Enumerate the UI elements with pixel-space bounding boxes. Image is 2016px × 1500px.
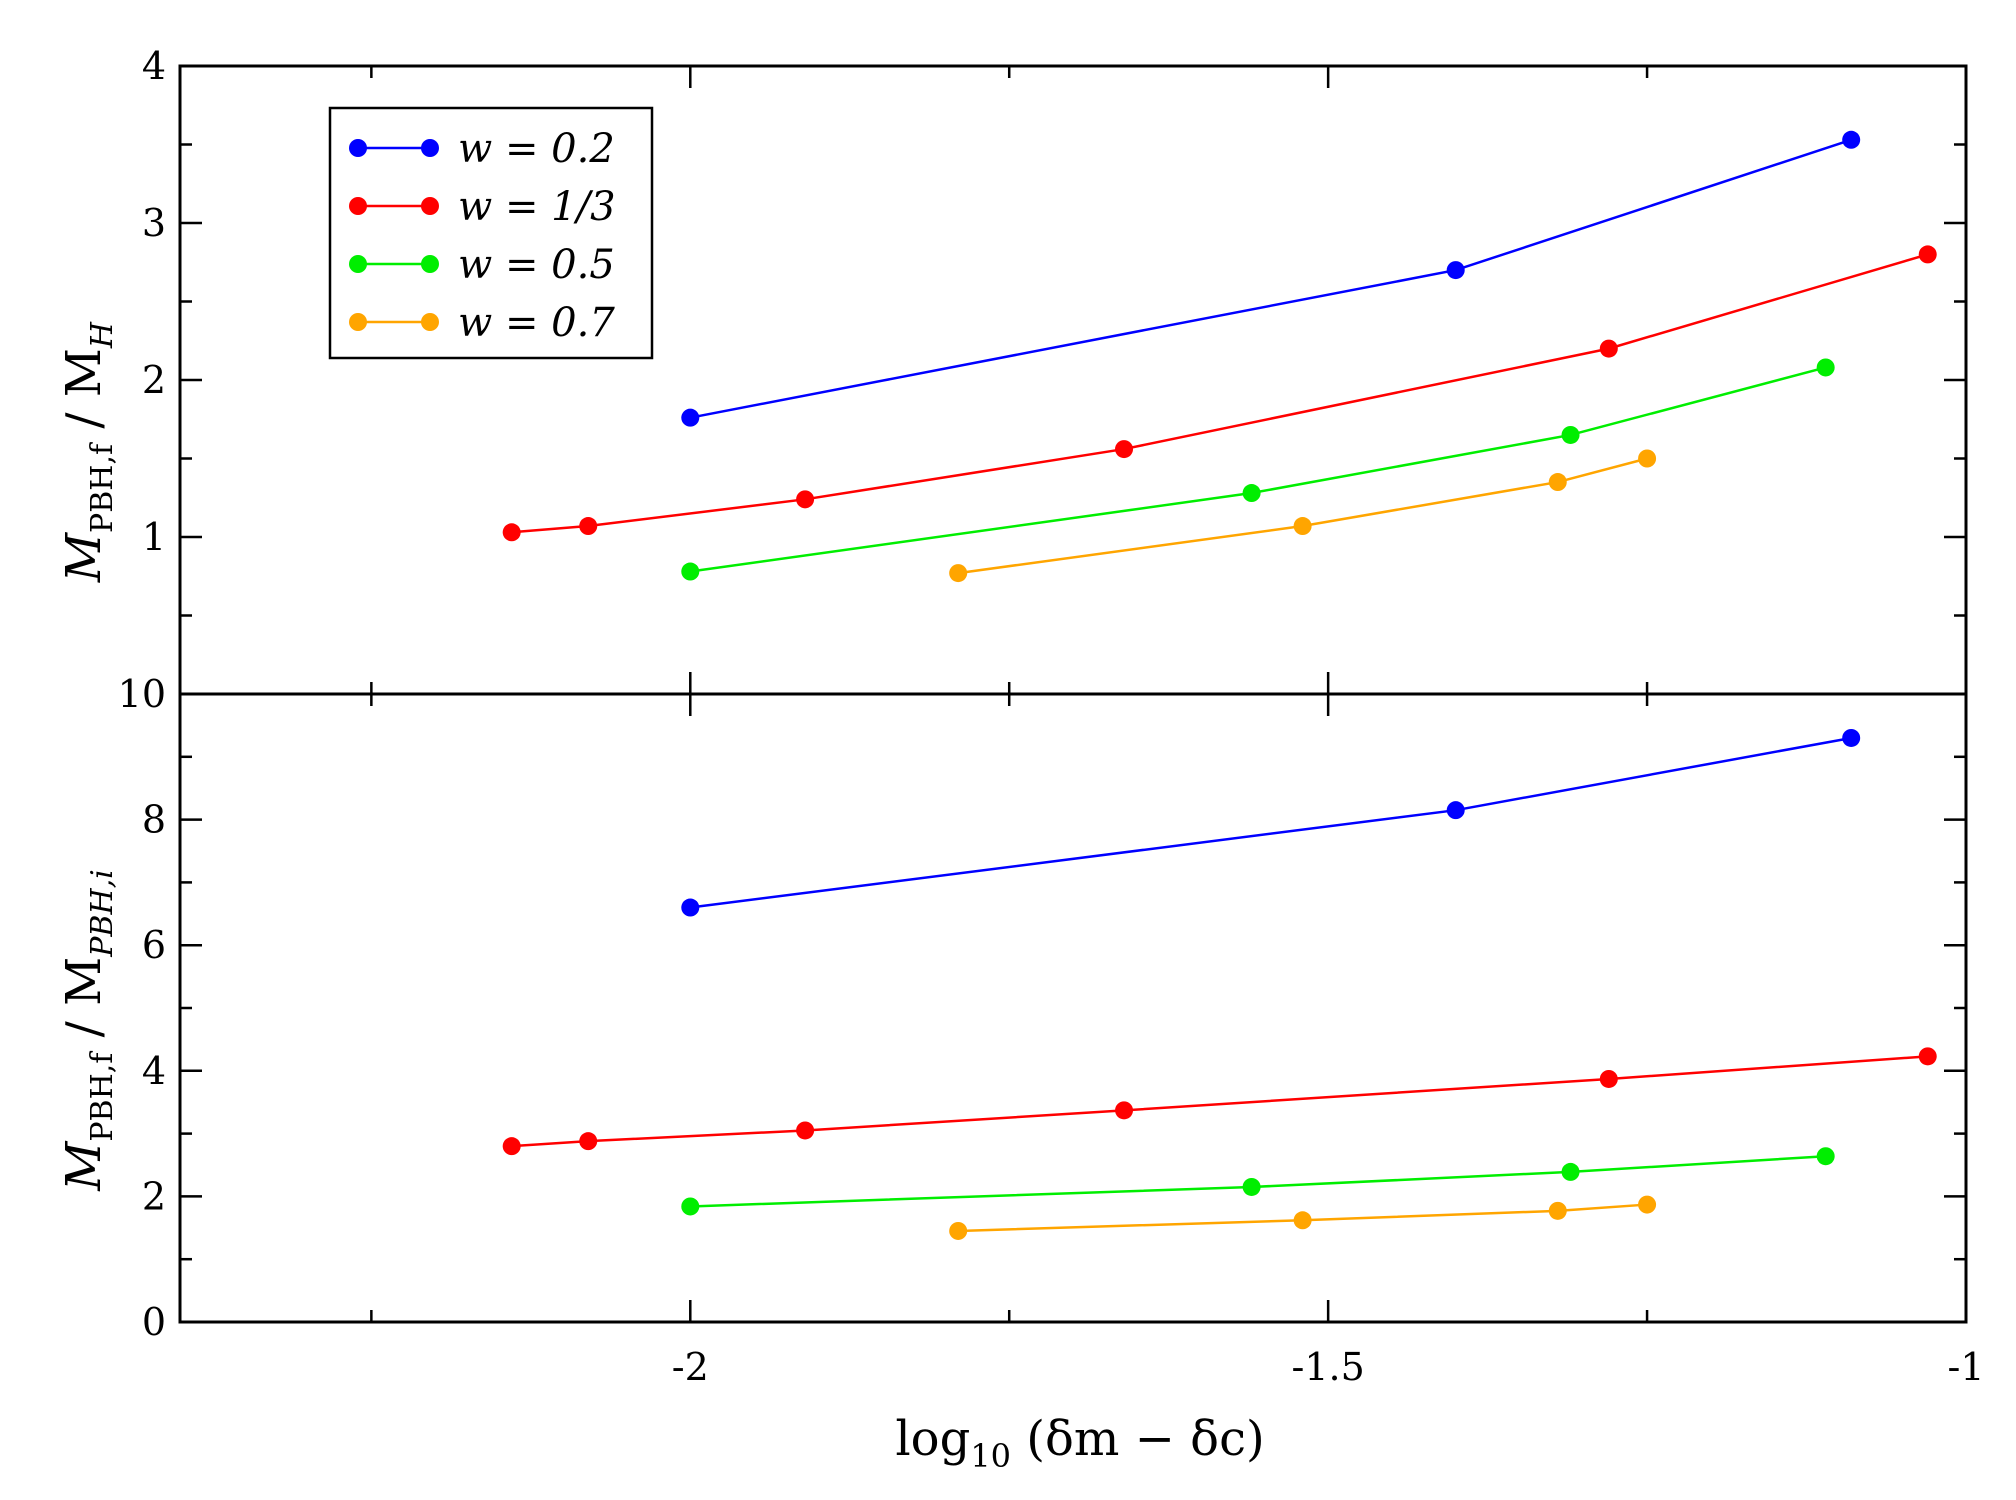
top-point-w-0-5 [1561,425,1580,444]
top-series-line-w-1-3 [511,253,1929,534]
top-point-w-1-3 [502,523,521,542]
x-tick-label: -1.5 [1292,1345,1365,1389]
bottom-point-w-1-3 [579,1132,598,1151]
top-point-w-0-5 [1242,484,1261,503]
top-point-w-1-3 [796,490,815,509]
bottom-series-line-w-1-3 [511,1055,1928,1148]
top-y-tick-label: 1 [142,515,166,559]
bottom-point-w-0-7 [949,1221,968,1240]
bottom-point-w-0-2 [681,898,700,917]
bottom-y-tick-label: 8 [142,798,166,842]
legend-box [328,106,654,360]
legend-marker [349,313,367,331]
bottom-point-w-0-7 [1293,1211,1312,1230]
top-point-w-1-3 [1918,245,1937,264]
top-point-w-1-3 [1599,339,1618,358]
top-y-tick-label: 4 [142,44,166,88]
bottom-point-w-1-3 [1599,1069,1618,1088]
bottom-point-w-1-3 [796,1121,815,1140]
bottom-point-w-0-2 [1842,728,1861,747]
legend-label: w = 0.5 [458,242,615,288]
legend-marker [349,255,367,273]
bottom-series-line-w-0-2 [690,736,1852,909]
bottom-y-tick-label: 6 [142,923,166,967]
bottom-y-tick-label: 2 [142,1174,166,1218]
legend-marker [421,255,439,273]
legend: w = 0.2 w = 1/3 w = 0.5 w = 0.7 [328,106,654,360]
bottom-point-w-1-3 [1115,1101,1134,1120]
top-series-line-w-0-5 [690,366,1826,573]
bottom-point-w-0-5 [1561,1162,1580,1181]
top-point-w-1-3 [1115,440,1134,459]
top-point-w-0-5 [681,562,700,581]
legend-label: w = 0.2 [458,126,615,172]
top-point-w-0-2 [1446,261,1465,280]
top-y-tick-label: 2 [142,358,166,402]
top-point-w-0-5 [1816,358,1835,377]
top-series-line-w-0-2 [690,138,1852,419]
legend-marker [349,197,367,215]
bottom-point-w-0-7 [1638,1195,1657,1214]
top-series-line-w-0-7 [958,457,1648,575]
bottom-point-w-0-7 [1548,1201,1567,1220]
top-point-w-0-7 [949,564,968,583]
top-y-axis-title: MPBH,f / MH [56,321,120,583]
bottom-y-tick-label: 4 [142,1049,166,1093]
legend-marker [421,139,439,157]
legend-marker [421,197,439,215]
x-axis-title: log10 (δm − δc) [895,1411,1264,1475]
legend-marker [349,139,367,157]
bottom-point-w-0-5 [1242,1177,1261,1196]
bottom-series-line-w-0-7 [958,1203,1648,1233]
bottom-point-w-0-5 [681,1197,700,1216]
bottom-point-w-0-2 [1446,801,1465,820]
x-tick-label: -2 [672,1345,709,1389]
bottom-y-tick-label: 0 [142,1300,166,1344]
bottom-series-line-w-0-5 [690,1154,1826,1208]
top-point-w-0-7 [1293,517,1312,536]
top-point-w-0-2 [1842,130,1861,149]
top-point-w-1-3 [579,517,598,536]
legend-label: w = 0.7 [458,300,615,346]
legend-label: w = 1/3 [458,184,616,230]
x-tick-label: -1 [1947,1345,1984,1389]
top-point-w-0-7 [1638,449,1657,468]
legend-marker [421,313,439,331]
bottom-point-w-0-5 [1816,1147,1835,1166]
bottom-point-w-1-3 [1918,1047,1937,1066]
top-point-w-0-2 [681,408,700,427]
top-point-w-0-7 [1548,473,1567,492]
bottom-y-tick-label: 10 [118,672,166,716]
bottom-y-axis-title: MPBH,f / MPBH,i [56,869,120,1192]
bottom-panel: 0 2 4 6 8 10 -2 -1.5 -1 [118,672,1985,1389]
top-y-tick-label: 3 [142,201,166,245]
bottom-point-w-1-3 [502,1137,521,1156]
